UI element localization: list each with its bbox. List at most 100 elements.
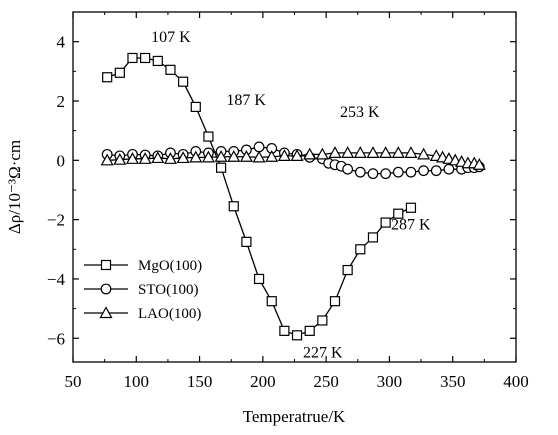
data-point bbox=[392, 166, 404, 178]
annotations: 107 K 187 K 253 K 227 K 287 K bbox=[151, 29, 431, 361]
data-point bbox=[279, 325, 290, 336]
annotation-label: 253 K bbox=[340, 104, 380, 121]
data-point bbox=[253, 273, 265, 285]
data-point bbox=[252, 150, 266, 163]
data-point bbox=[163, 152, 177, 164]
data-point bbox=[303, 147, 317, 160]
data-point bbox=[354, 166, 366, 178]
data-point bbox=[176, 151, 190, 164]
data-point bbox=[328, 146, 342, 158]
data-point bbox=[114, 67, 125, 78]
data-point bbox=[138, 152, 152, 164]
x-axis-label: Temperatrue/K bbox=[243, 407, 346, 426]
data-point bbox=[241, 236, 252, 247]
data-point bbox=[178, 76, 189, 87]
data-point bbox=[190, 101, 201, 113]
data-point bbox=[277, 149, 291, 161]
data-point bbox=[380, 217, 391, 228]
data-point bbox=[380, 168, 392, 180]
data-point bbox=[113, 152, 127, 165]
data-point bbox=[291, 330, 303, 341]
data-point bbox=[125, 152, 140, 164]
data-point bbox=[405, 202, 417, 213]
y-tick-label: −6 bbox=[47, 329, 65, 348]
data-point bbox=[239, 150, 253, 162]
data-point bbox=[342, 264, 353, 276]
data-point bbox=[329, 296, 341, 307]
data-point bbox=[102, 72, 113, 83]
legend: MgO(100) STO(100) LAO(100) bbox=[84, 258, 202, 322]
data-point bbox=[214, 150, 228, 162]
legend-entry: STO(100) bbox=[84, 282, 199, 298]
data-point bbox=[367, 168, 379, 180]
data-point bbox=[165, 64, 176, 75]
data-point bbox=[315, 147, 329, 160]
data-point bbox=[189, 150, 203, 163]
y-tick-label: 0 bbox=[57, 151, 66, 170]
data-point bbox=[342, 163, 354, 175]
data-point bbox=[353, 146, 367, 158]
axis-ticks: 50 100 150 200 250 300 350 400 −6 −4 −2 0 2 4 bbox=[47, 11, 529, 391]
y-tick-label: −4 bbox=[47, 270, 66, 289]
legend-entry: MgO(100) bbox=[84, 258, 202, 274]
annotation-label: 287 K bbox=[391, 216, 431, 233]
y-tick-label: −2 bbox=[47, 211, 65, 230]
legend-label: LAO(100) bbox=[138, 306, 201, 322]
x-tick-label: 350 bbox=[440, 372, 466, 391]
legend-label: MgO(100) bbox=[138, 258, 202, 274]
data-point bbox=[341, 146, 355, 158]
data-point bbox=[152, 55, 163, 67]
x-tick-label: 400 bbox=[503, 372, 529, 391]
y-tick-label: 2 bbox=[57, 92, 66, 111]
series-square bbox=[102, 52, 417, 341]
data-point bbox=[253, 141, 265, 153]
data-point bbox=[367, 232, 379, 243]
data-point bbox=[151, 151, 165, 164]
legend-marker bbox=[99, 306, 113, 319]
data-point bbox=[404, 146, 418, 158]
data-point bbox=[140, 52, 151, 64]
series-triangle bbox=[100, 146, 486, 170]
data-point bbox=[203, 131, 214, 142]
data-point bbox=[443, 163, 455, 175]
series-line bbox=[107, 146, 480, 175]
legend-marker bbox=[100, 283, 112, 295]
series-layer bbox=[100, 52, 486, 341]
data-point bbox=[228, 201, 239, 212]
data-point bbox=[304, 325, 315, 336]
data-point bbox=[215, 162, 227, 173]
data-point bbox=[405, 166, 417, 178]
annotation-label: 187 K bbox=[226, 92, 266, 109]
x-tick-label: 150 bbox=[187, 372, 213, 391]
data-point bbox=[127, 52, 138, 64]
data-point bbox=[227, 150, 241, 162]
x-tick-label: 300 bbox=[377, 372, 403, 391]
legend-label: STO(100) bbox=[138, 282, 199, 298]
x-tick-label: 50 bbox=[65, 372, 82, 391]
data-point bbox=[265, 150, 279, 162]
data-point bbox=[290, 149, 304, 161]
legend-marker bbox=[100, 259, 112, 271]
data-point bbox=[100, 153, 114, 166]
data-point bbox=[379, 146, 393, 158]
data-point bbox=[418, 165, 430, 177]
x-tick-label: 250 bbox=[313, 372, 339, 391]
x-tick-label: 200 bbox=[250, 372, 276, 391]
data-point bbox=[366, 146, 380, 158]
annotation-label: 107 K bbox=[151, 29, 191, 46]
legend-entry: LAO(100) bbox=[84, 306, 201, 322]
data-point bbox=[355, 244, 366, 255]
data-point bbox=[472, 158, 486, 170]
y-tick-label: 4 bbox=[57, 33, 66, 52]
data-point bbox=[317, 315, 328, 326]
data-point bbox=[430, 165, 442, 177]
y-axis-label: Δρ/10⁻³Ω·cm bbox=[5, 140, 24, 234]
data-point bbox=[417, 147, 431, 160]
data-point bbox=[391, 146, 405, 158]
annotation-label: 227 K bbox=[303, 344, 343, 361]
data-point bbox=[266, 296, 277, 307]
data-point bbox=[393, 208, 404, 219]
data-point bbox=[201, 150, 215, 163]
x-tick-label: 100 bbox=[124, 372, 150, 391]
